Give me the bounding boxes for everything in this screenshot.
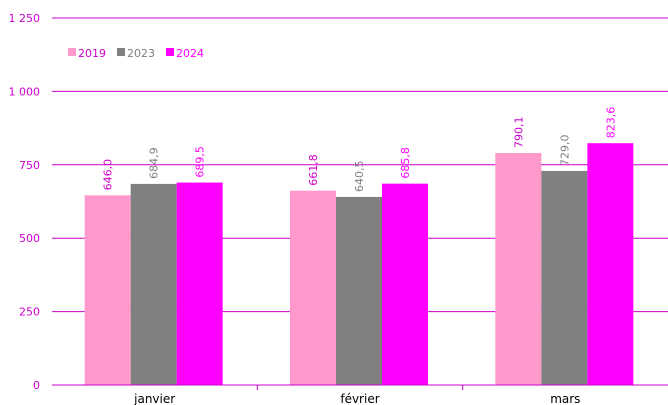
x-tick-label: mars	[550, 392, 580, 405]
legend-label-2023: 2023	[127, 47, 155, 60]
y-axis-tick-labels: 0 250 500 750 1 000 1 250	[9, 12, 41, 392]
data-labels: 646,0 684,9 689,5 661,8 640,5 685,8 790,1 729,0…	[102, 107, 618, 192]
bar-2019-mars	[495, 153, 542, 385]
bar-2024-janvier	[176, 182, 223, 385]
legend-swatch-2023	[117, 48, 125, 56]
data-label: 823,6	[604, 107, 617, 139]
bar-2019-janvier	[84, 195, 131, 385]
x-tick-label: janvier	[133, 392, 175, 405]
y-tick-label: 250	[19, 306, 40, 319]
y-tick-label: 0	[33, 379, 40, 392]
x-tick-label: février	[340, 392, 379, 405]
data-label: 646,0	[102, 159, 115, 190]
data-label: 684,9	[148, 147, 161, 179]
y-tick-label: 750	[19, 159, 40, 172]
legend-swatch-2024	[166, 48, 174, 56]
y-tick-label: 1 000	[9, 85, 41, 98]
x-axis: janvier février mars	[52, 384, 668, 405]
data-label: 689,5	[194, 146, 207, 178]
data-label: 661,8	[307, 154, 320, 186]
legend-label-2019: 2019	[78, 47, 106, 60]
bar-2024-février	[382, 183, 428, 385]
bars	[84, 143, 634, 385]
legend-label-2024: 2024	[176, 47, 204, 60]
data-label: 729,0	[558, 134, 571, 166]
legend: 2019 2023 2024	[68, 47, 204, 60]
data-label: 790,1	[512, 117, 525, 149]
y-tick-label: 500	[19, 232, 40, 245]
bar-2023-février	[336, 196, 382, 385]
bar-2019-février	[290, 190, 336, 385]
bar-2023-janvier	[130, 183, 177, 385]
bar-2024-mars	[587, 143, 634, 385]
y-tick-label: 1 250	[9, 12, 41, 25]
data-label: 640,5	[353, 160, 366, 192]
data-label: 685,8	[399, 147, 412, 179]
bar-2023-mars	[541, 170, 588, 385]
legend-swatch-2019	[68, 48, 76, 56]
